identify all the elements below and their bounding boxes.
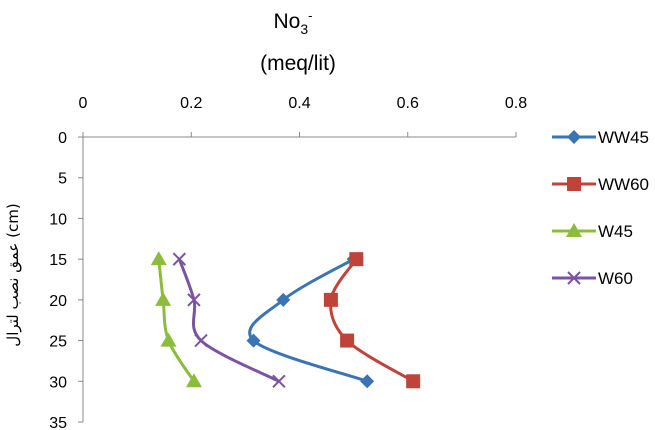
legend-item-ww60: WW60: [552, 175, 649, 194]
x-tick-label: 0.8: [505, 95, 527, 112]
y-tick-label: 30: [49, 374, 67, 391]
y-tick-label: 35: [49, 415, 67, 430]
y-tick-label: 15: [49, 252, 67, 269]
data-point-w45: [185, 373, 202, 388]
series-line-ww45: [248, 257, 368, 383]
data-point-w45: [150, 251, 167, 266]
data-point-ww60: [406, 374, 421, 389]
legend-item-w45: W45: [552, 222, 633, 241]
data-point-ww60: [349, 252, 364, 267]
series-line-w45: [157, 258, 196, 383]
chart-title: No3-: [274, 8, 313, 37]
data-point-ww45: [276, 292, 291, 307]
series-line-ww60: [329, 258, 414, 383]
legend-marker-ww60: [567, 177, 581, 191]
data-point-w60: [194, 333, 208, 348]
series-line-w60: [177, 258, 280, 383]
data-point-ww60: [340, 333, 355, 348]
x-tick-label: 0.6: [397, 95, 419, 112]
legend-marker-w60: [567, 271, 581, 285]
chart-title-unit: (meq/lit): [260, 52, 336, 75]
chart-title-sup: -: [308, 8, 312, 23]
data-point-ww45: [360, 374, 375, 389]
legend-marker-ww45: [567, 130, 581, 144]
legend-label-ww60: WW60: [598, 175, 649, 194]
legend: WW45 WW60 W45 W60: [552, 128, 649, 288]
x-tick-label: 0.2: [180, 95, 202, 112]
series-w60: [172, 252, 286, 388]
legend-marker-w45: [566, 223, 582, 237]
data-point-w60: [272, 374, 286, 388]
series-w45: [150, 251, 202, 388]
y-axis-label: عمق نصب لترال (cm): [4, 203, 22, 346]
data-point-ww45: [246, 333, 261, 348]
axes: 0 0.2 0.4 0.6 0.8 0 5 10 15 20 25 30 35: [49, 95, 527, 430]
y-tick-label: 0: [58, 130, 67, 147]
series-ww45: [246, 252, 375, 389]
legend-label-ww45: WW45: [598, 128, 649, 147]
x-tick-label: 0.4: [288, 95, 310, 112]
x-tick-label: 0: [79, 95, 88, 112]
y-tick-label: 20: [49, 293, 67, 310]
data-point-w45: [160, 332, 177, 347]
data-point-w45: [155, 291, 172, 306]
data-point-ww60: [323, 292, 338, 307]
data-point-w60: [187, 293, 201, 307]
data-point-w60: [172, 252, 187, 266]
series-ww60: [323, 252, 421, 389]
y-tick-label: 10: [49, 211, 67, 228]
legend-label-w45: W45: [598, 222, 633, 241]
legend-item-ww45: WW45: [552, 128, 649, 147]
legend-item-w60: W60: [552, 269, 633, 288]
chart-title-main: No: [274, 10, 301, 33]
chart-title-sub: 3: [300, 21, 308, 37]
y-tick-label: 5: [58, 171, 67, 188]
plot-area: [150, 251, 421, 389]
y-tick-label: 25: [49, 334, 67, 351]
legend-label-w60: W60: [598, 269, 633, 288]
